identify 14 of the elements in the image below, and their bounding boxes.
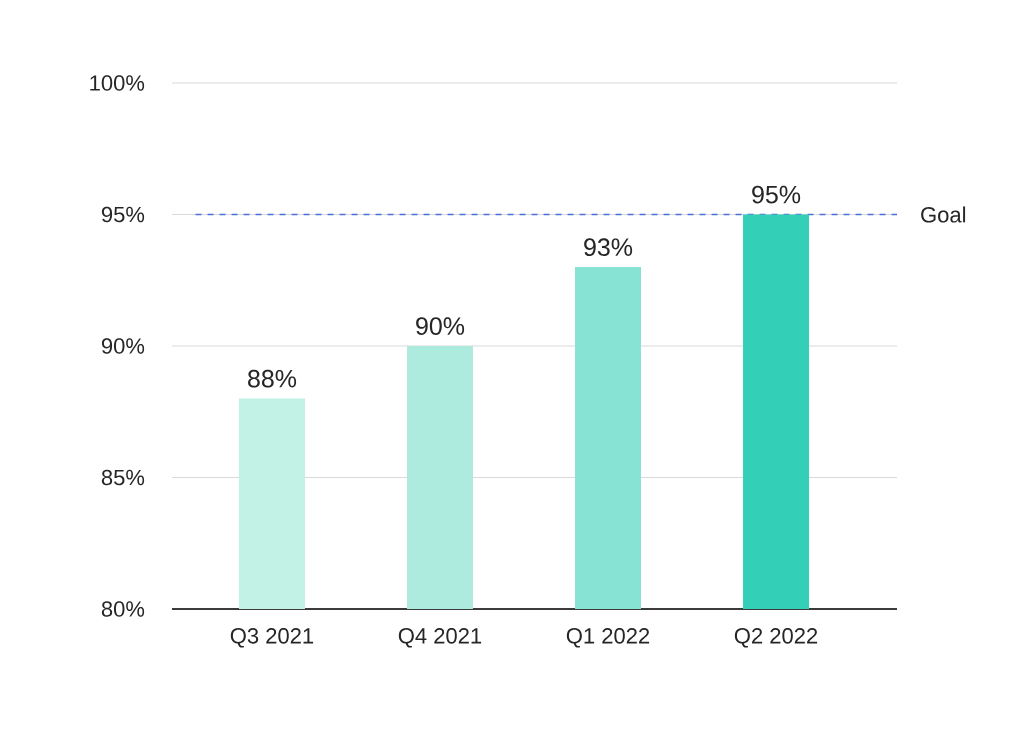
data-label: 95% bbox=[752, 185, 801, 204]
y-tick-label: 100% bbox=[90, 75, 145, 91]
x-tick-label: Q2 2022 bbox=[734, 628, 818, 648]
x-tick-label: Q3 2021 bbox=[230, 628, 314, 648]
x-tick-label: Q4 2021 bbox=[398, 628, 482, 648]
data-label: 88% bbox=[248, 369, 297, 388]
y-tick-label: 80% bbox=[101, 601, 145, 617]
y-tick-label: 90% bbox=[101, 338, 145, 354]
x-tick-label: Q1 2022 bbox=[566, 628, 650, 648]
y-tick-label: 85% bbox=[101, 469, 145, 486]
data-label: 93% bbox=[584, 238, 633, 257]
ref-line-label: Goal bbox=[921, 206, 966, 223]
y-tick-label: 95% bbox=[101, 206, 145, 223]
data-label: 90% bbox=[416, 317, 465, 335]
